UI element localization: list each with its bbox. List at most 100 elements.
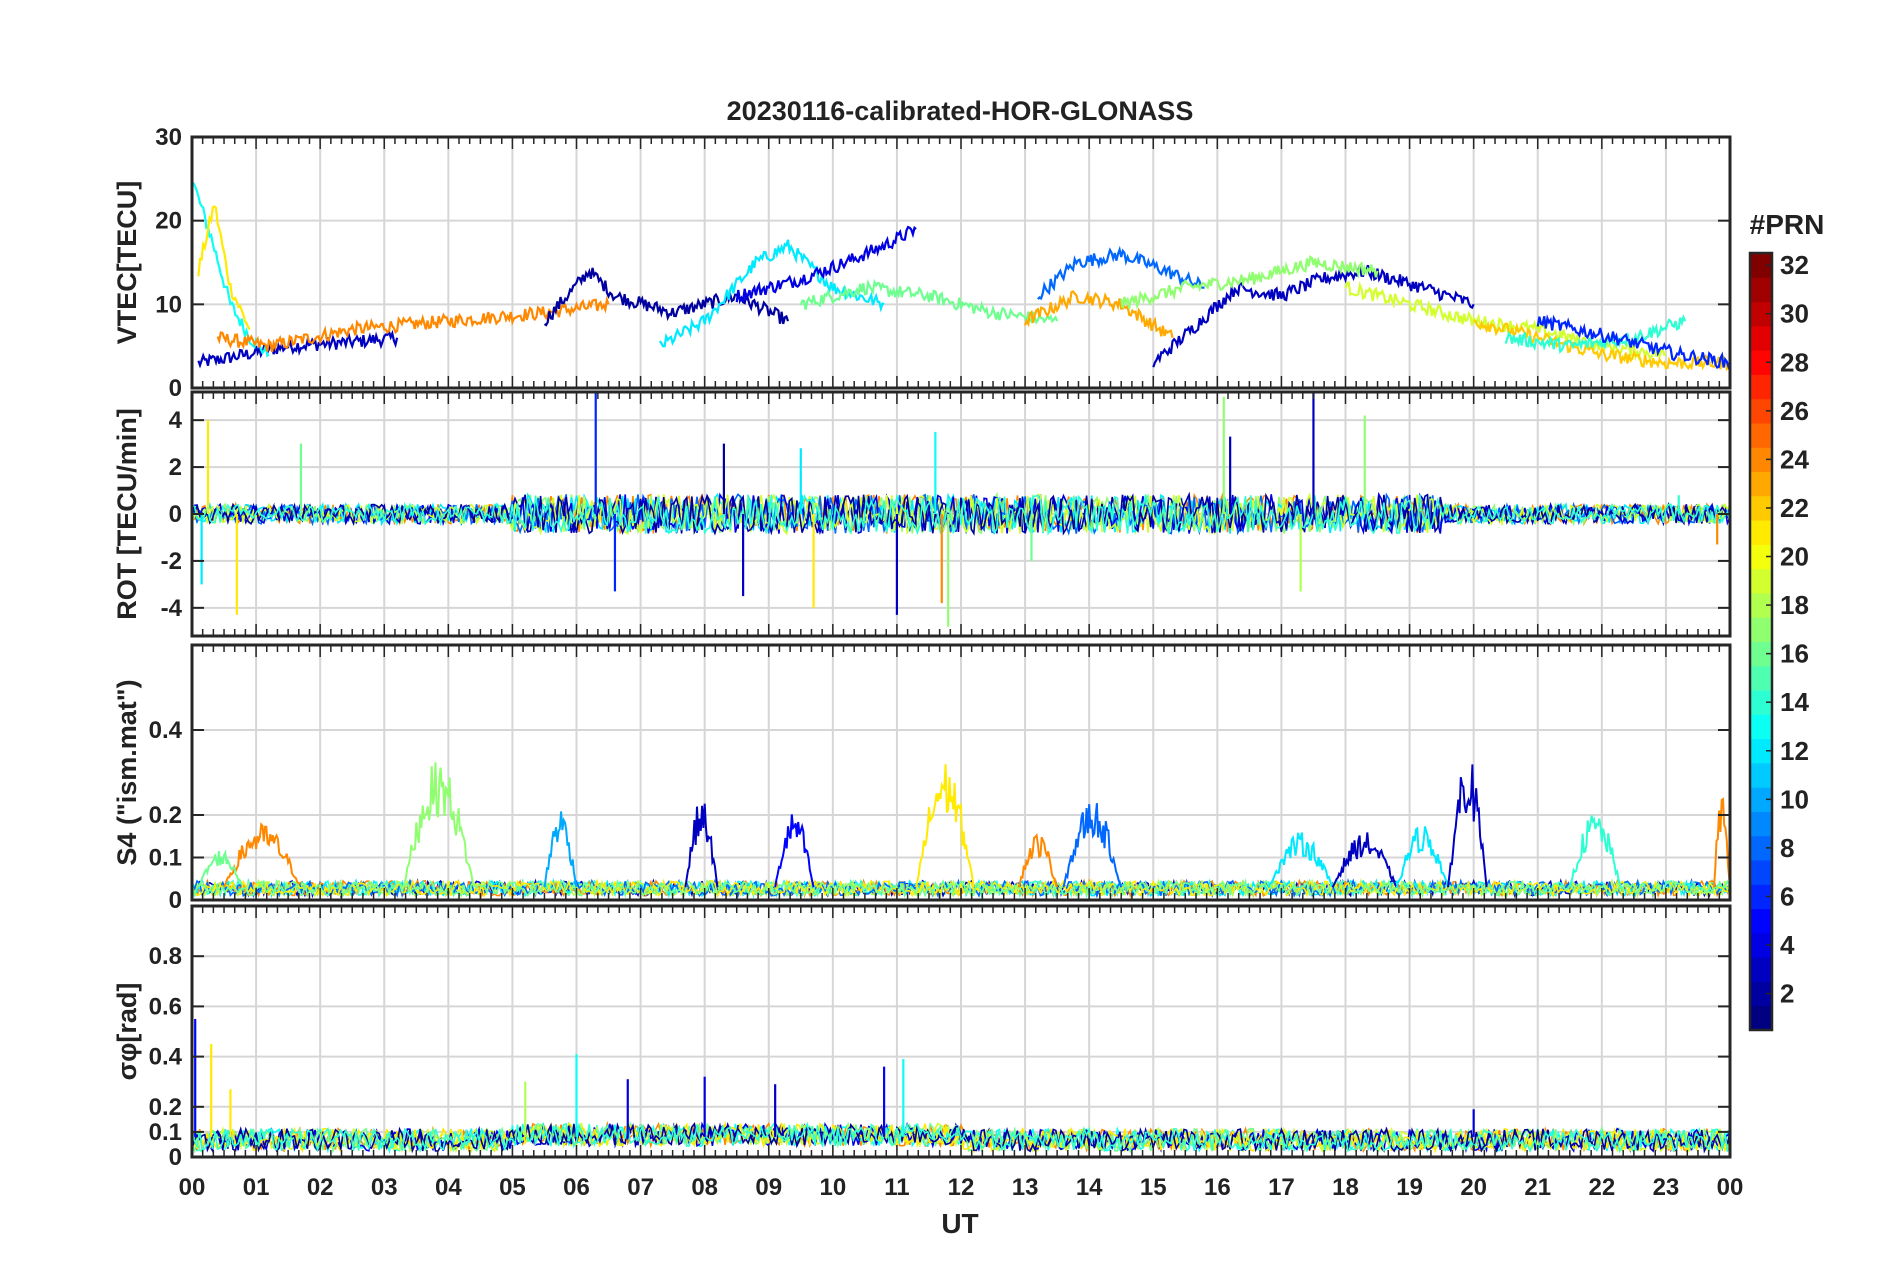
panel-2: -4 -2 0 2 4 ROT [TECU/min] (112, 390, 1732, 638)
series-line (1037, 245, 1205, 301)
y-tick-label: -2 (161, 548, 182, 575)
y-axis-label: S4 ("ism.mat") (112, 679, 142, 865)
colorbar-frame (1748, 251, 1774, 1032)
s4-burst (197, 849, 243, 888)
y-tick-label: 0.6 (149, 993, 182, 1020)
y-tick-label: 10 (155, 291, 182, 318)
x-axis: 00 01 02 03 04 05 06 07 08 09 10 11 12 13 14 15 16 17 18 19… (179, 1174, 1744, 1201)
y-axis-label: σφ[rad] (112, 983, 142, 1081)
series-line (192, 493, 1730, 536)
x-tick-label: 01 (243, 1174, 270, 1201)
s4-burst (1395, 826, 1449, 888)
x-tick-label: 08 (691, 1174, 718, 1201)
colorbar-tick-label: 8 (1780, 833, 1794, 863)
s4-burst (223, 821, 301, 888)
colorbar-swatch (1750, 884, 1772, 910)
colorbar-swatch (1750, 617, 1772, 642)
y-tick-label: 0.4 (149, 717, 183, 744)
y-tick-label: 20 (155, 208, 182, 235)
panel-1: 0 10 20 30 VTEC[TECU] (112, 124, 1732, 402)
x-tick-label: 00 (179, 1174, 206, 1201)
series-line (216, 295, 610, 353)
x-tick-label: 15 (1140, 1174, 1167, 1201)
colorbar-swatch (1750, 253, 1772, 278)
x-tick-label: 23 (1653, 1174, 1680, 1201)
colorbar-tick-label: 10 (1780, 784, 1809, 814)
y-tick-label: 0 (169, 375, 182, 402)
minor-ticks (191, 392, 1731, 636)
colorbar-swatch (1750, 787, 1772, 812)
colorbar-tick-label: 32 (1780, 250, 1809, 280)
chart-title: 20230116-calibrated-HOR-GLONASS (727, 96, 1194, 126)
series-line (1024, 290, 1174, 339)
minor-ticks (191, 137, 1731, 388)
colorbar-tick-label: 14 (1780, 687, 1809, 717)
colorbar-swatch (1750, 738, 1772, 764)
colorbar-swatch (1750, 665, 1772, 691)
y-tick-label: 0.8 (149, 943, 182, 970)
y-tick-label: 2 (169, 454, 182, 481)
series-line (735, 225, 917, 305)
x-tick-label: 07 (627, 1174, 654, 1201)
x-tick-label: 02 (307, 1174, 334, 1201)
s4-burst (543, 811, 578, 888)
s4-burst (1331, 832, 1398, 888)
y-tick-label: 4 (169, 407, 183, 434)
x-tick-label: 20 (1460, 1174, 1487, 1201)
x-tick-label: 21 (1524, 1174, 1551, 1201)
series-line (1473, 319, 1730, 372)
s4-burst (1062, 803, 1123, 888)
series-line (197, 205, 251, 330)
series-line (1120, 255, 1379, 310)
colorbar-tick-label: 18 (1780, 590, 1809, 620)
x-tick-label: 03 (371, 1174, 398, 1201)
colorbar-swatch (1750, 471, 1772, 497)
s4-burst (915, 764, 975, 888)
colorbar-tick-label: 24 (1780, 444, 1809, 474)
colorbar-tick-label: 12 (1780, 736, 1809, 766)
y-tick-label: 0.2 (149, 1094, 182, 1121)
y-tick-label: 0 (169, 1144, 182, 1171)
series-line (799, 278, 1059, 325)
s4-burst (1267, 832, 1334, 888)
grid (192, 645, 1730, 900)
colorbar-swatch (1750, 495, 1772, 521)
s4-burst (1447, 764, 1488, 888)
colorbar-swatch (1750, 690, 1772, 715)
series-line (1536, 314, 1730, 370)
colorbar-tick-label: 6 (1780, 881, 1794, 911)
x-tick-label: 09 (755, 1174, 782, 1201)
x-tick-label: 14 (1076, 1174, 1103, 1201)
minor-ticks (191, 906, 1731, 1157)
colorbar-swatch (1750, 325, 1772, 351)
colorbar-swatch (1750, 374, 1772, 400)
s4-burst (1017, 833, 1059, 888)
colorbar-swatch (1750, 544, 1772, 570)
x-tick-label: 10 (819, 1174, 846, 1201)
colorbar-tick-label: 30 (1780, 299, 1809, 329)
minor-ticks (191, 645, 1731, 900)
x-tick-label: 00 (1717, 1174, 1744, 1201)
colorbar-swatch (1750, 641, 1772, 667)
colorbar-swatch (1750, 835, 1772, 861)
y-tick-label: 0.1 (149, 845, 182, 872)
panel-3: 0 0.1 0.2 0.4 S4 ("ism.mat") (112, 643, 1732, 914)
colorbar-tick-label: 16 (1780, 639, 1809, 669)
y-tick-label: 0.4 (149, 1044, 183, 1071)
colorbar-swatch (1750, 520, 1772, 545)
colorbar-swatch (1750, 350, 1772, 375)
s4-burst (1713, 797, 1730, 888)
colorbar-swatch (1750, 447, 1772, 473)
x-axis-label: UT (941, 1208, 978, 1239)
colorbar-swatch (1750, 811, 1772, 837)
y-axis-label: ROT [TECU/min] (112, 408, 142, 619)
series-line (192, 878, 1730, 899)
s4-burst (402, 762, 475, 888)
x-tick-label: 04 (435, 1174, 462, 1201)
y-tick-label: -4 (161, 595, 183, 622)
colorbar-swatch (1750, 568, 1772, 594)
colorbar-swatch (1750, 932, 1772, 958)
y-tick-label: 0.2 (149, 802, 182, 829)
